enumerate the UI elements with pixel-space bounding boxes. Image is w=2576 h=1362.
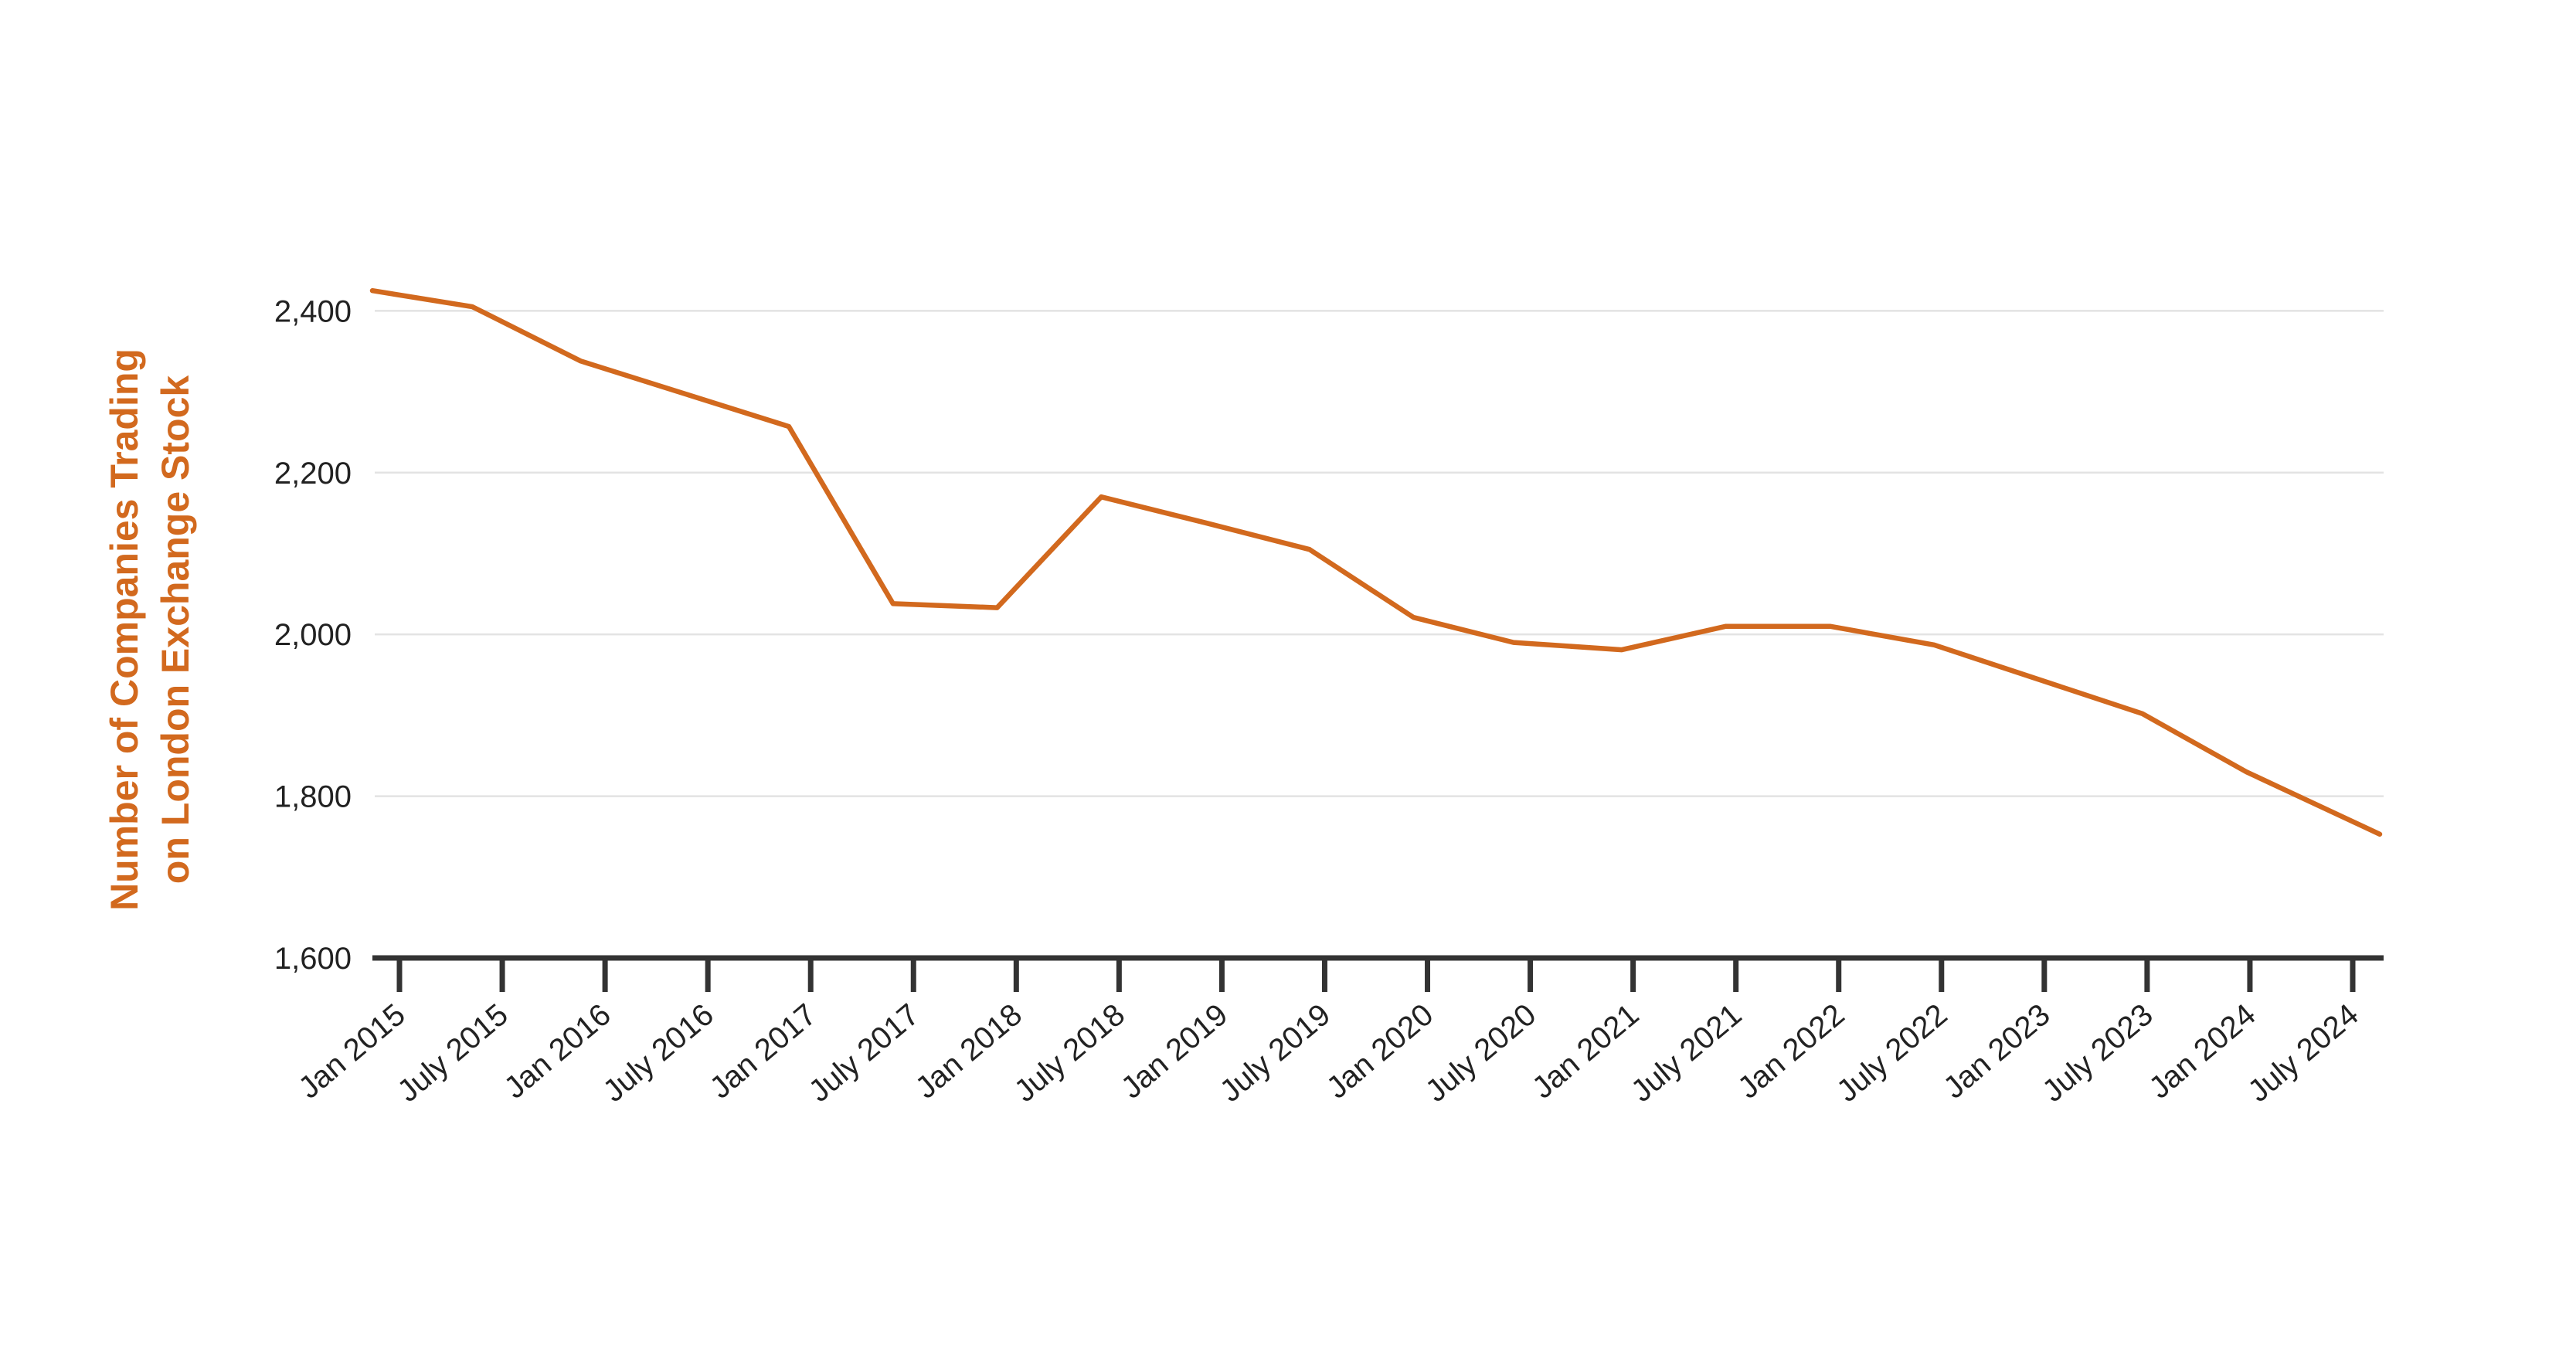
y-axis-title: Number of Companies Trading on London Exc…: [103, 348, 197, 911]
x-tick-label: July 2024: [2241, 997, 2364, 1109]
x-tick-label: July 2023: [2036, 997, 2159, 1109]
x-tick-label: Jan 2020: [1320, 997, 1439, 1106]
series-layer: [369, 287, 2383, 837]
x-tick-label: Jan 2023: [1937, 997, 2056, 1106]
x-tick-label: July 2020: [1419, 997, 1542, 1109]
y-axis-title-line: Number of Companies Trading: [103, 348, 146, 911]
x-tick-label: July 2018: [1008, 997, 1131, 1109]
x-tick-label: Jan 2016: [498, 997, 617, 1106]
x-tick-label: July 2019: [1214, 997, 1337, 1109]
x-tick-label: Jan 2017: [704, 997, 823, 1106]
x-tick-label: July 2015: [391, 997, 514, 1109]
x-tick-label: Jan 2022: [1731, 997, 1850, 1106]
y-axis-title-line: on London Exchange Stock: [154, 375, 197, 885]
x-tick-label: Jan 2015: [292, 997, 411, 1106]
y-tick-label: 2,000: [274, 618, 352, 652]
y-tick-label: 1,800: [274, 780, 352, 814]
y-tick-label: 2,400: [274, 294, 352, 328]
y-tick-label: 1,600: [274, 942, 352, 976]
x-tick-label: Jan 2021: [1526, 997, 1645, 1106]
y-tick-label: 2,200: [274, 457, 352, 491]
x-tick-label: Jan 2019: [1115, 997, 1234, 1106]
x-tick-label: Jan 2018: [909, 997, 1028, 1106]
x-tick-label: July 2016: [596, 997, 719, 1109]
gridlines: [375, 310, 2384, 797]
x-tick-label: July 2017: [803, 997, 926, 1109]
x-tick-label: July 2022: [1830, 997, 1953, 1109]
x-tick-label: Jan 2024: [2143, 997, 2262, 1106]
series-line: [369, 287, 2383, 837]
y-axis-ticks: 1,600 1,800 2,000 2,200 2,400: [274, 294, 352, 976]
x-tick-label: July 2021: [1625, 997, 1748, 1109]
